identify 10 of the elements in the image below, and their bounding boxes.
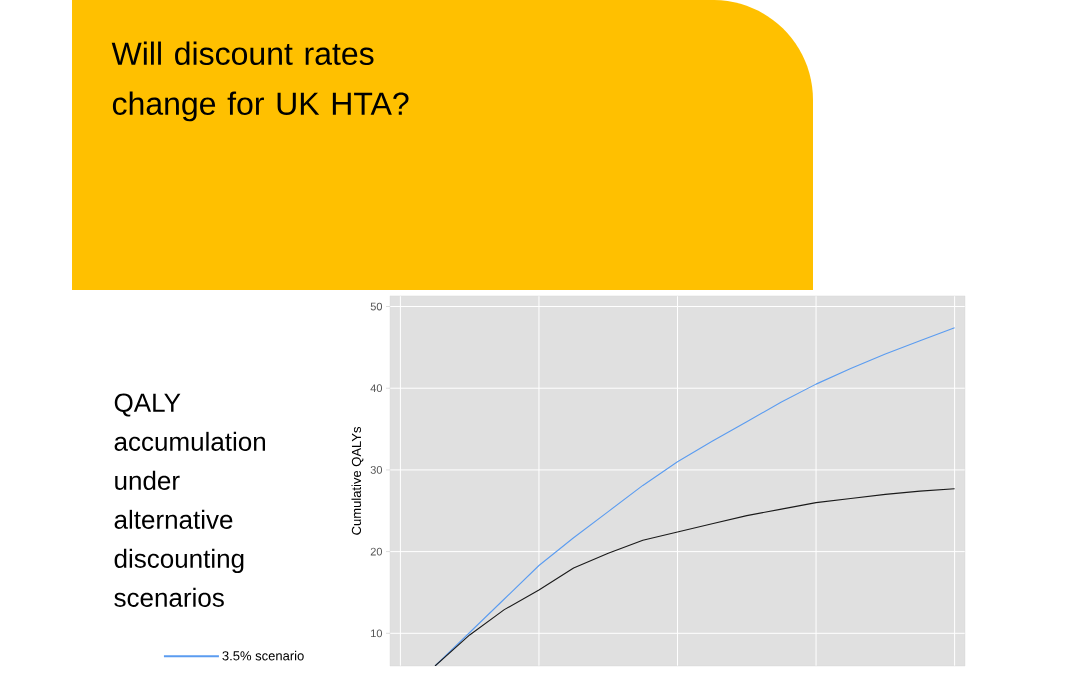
y-tick-label: 20 [370, 547, 383, 556]
chart-title: Will discount rates change for UK HTA? [111, 41, 409, 122]
y-axis-title: Cumulative QALYs [351, 426, 364, 535]
legend-label: 3.5% scenario [222, 650, 304, 661]
y-tick-label: 50 [370, 302, 383, 311]
y-tick-label: 10 [371, 629, 383, 638]
line-series [434, 488, 956, 666]
text: QALY accumulation under alternative discounting scenarios [114, 393, 266, 607]
y-tick-label: 30 [370, 466, 383, 474]
y-tick-label: 40 [370, 384, 383, 393]
